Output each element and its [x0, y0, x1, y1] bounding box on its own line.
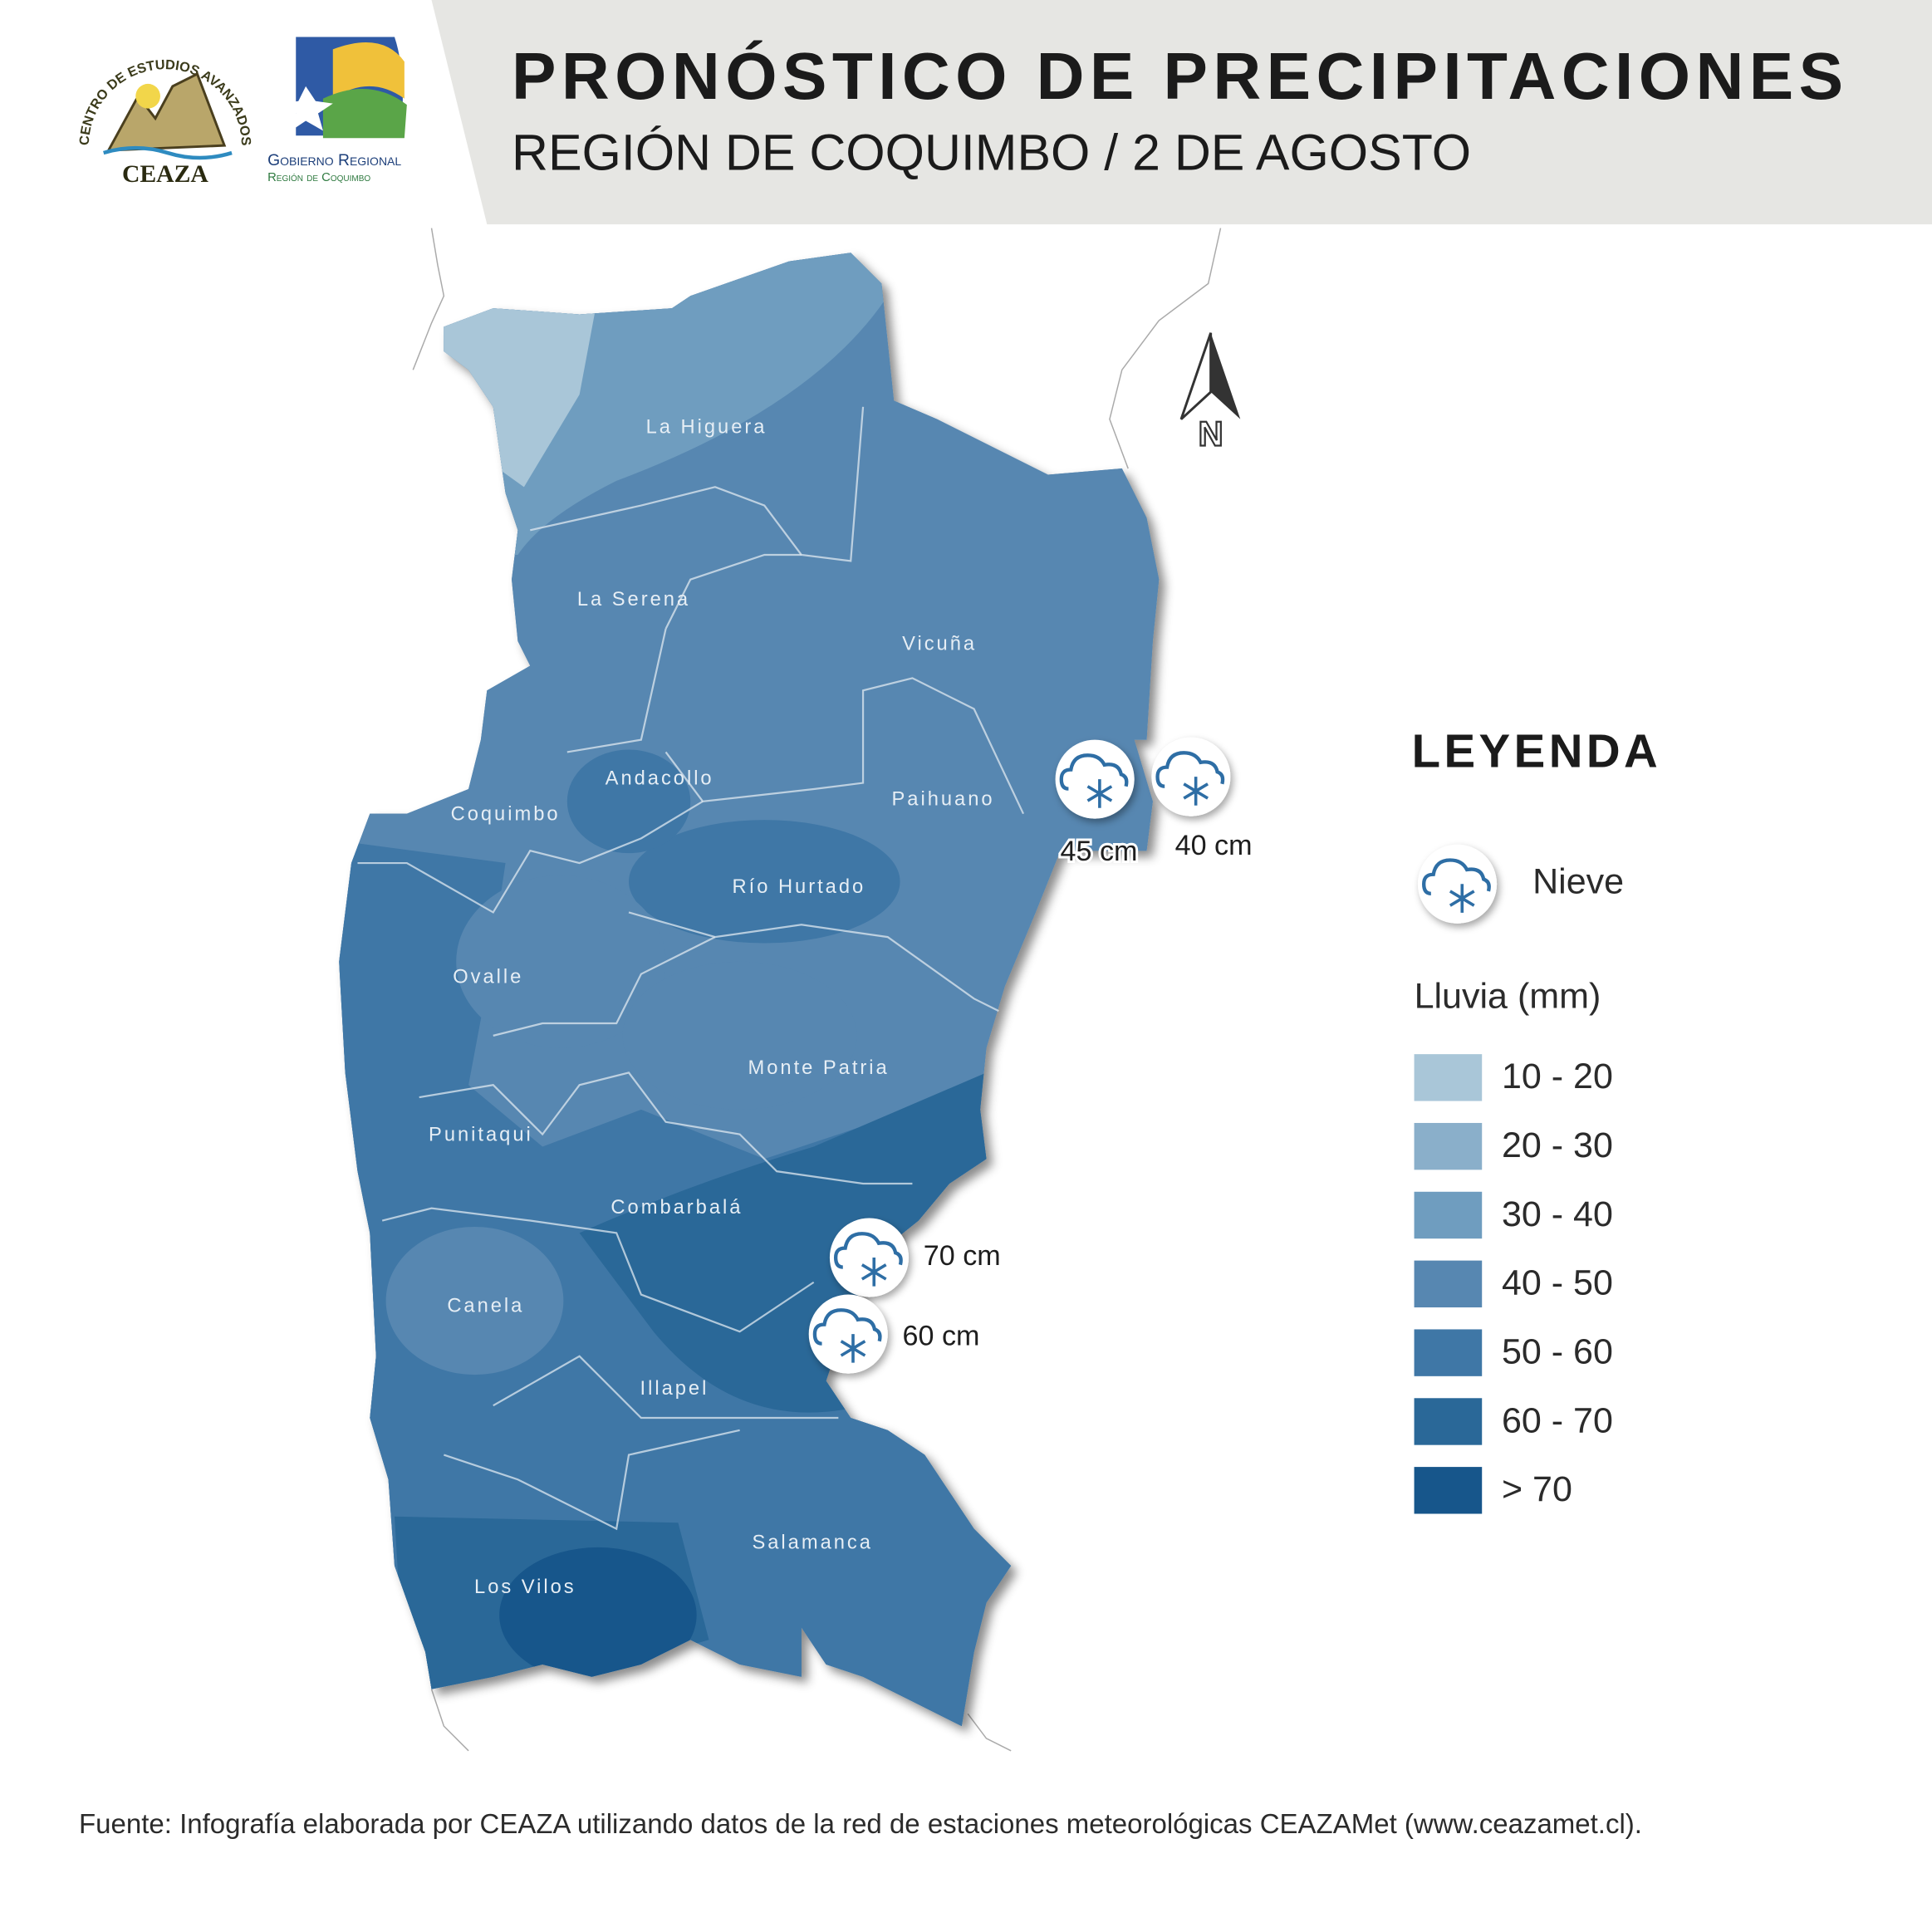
snow-amount: 60 cm — [903, 1321, 980, 1352]
snow-amount: 45 cm — [1061, 836, 1138, 867]
gob-star — [281, 86, 333, 131]
border — [493, 936, 716, 1037]
legend-swatch — [1414, 1054, 1483, 1101]
commune-borders — [357, 406, 1025, 1531]
title: PRONÓSTICO DE PRECIPITACIONES — [512, 38, 1843, 113]
coast-north — [412, 228, 445, 370]
ceaza-name: CEAZA — [122, 161, 208, 188]
commune-label: Salamanca — [752, 1532, 872, 1554]
border-north — [1109, 228, 1222, 469]
subtitle: REGIÓN DE COQUIMBO / 2 DE AGOSTO — [512, 125, 1471, 181]
legend-swatch — [1414, 1467, 1483, 1514]
border — [444, 1429, 740, 1531]
north-arrow-right — [1210, 332, 1241, 419]
commune-label: Andacollo — [606, 767, 714, 789]
border — [566, 628, 667, 753]
commune-label: La Higuera — [646, 416, 767, 438]
north-arrow-left — [1179, 332, 1213, 420]
footer: Fuente: Infografía elaborada por CEAZA u… — [79, 1808, 1642, 1839]
legend-label: 30 - 40 — [1502, 1194, 1613, 1234]
commune-label: Punitaqui — [429, 1124, 533, 1145]
legend-label: 40 - 50 — [1502, 1263, 1613, 1303]
precip-zone — [622, 961, 857, 1110]
commune-label: Illapel — [640, 1378, 709, 1400]
snow-icon — [1056, 740, 1135, 819]
gobierno-logo: Gobierno Regional Región de Coquimbo — [267, 37, 407, 184]
snow-amount: 70 cm — [924, 1240, 1001, 1272]
gob-line1: Gobierno Regional — [267, 152, 401, 169]
commune-label: Los Vilos — [474, 1576, 576, 1598]
snow-icon — [809, 1295, 888, 1374]
ceaza-sun — [135, 83, 160, 109]
legend-rain-title: Lluvia (mm) — [1415, 977, 1601, 1017]
legend-swatch — [1414, 1191, 1483, 1239]
snow-markers: 45 cm 40 cm 70 cm 60 cm — [809, 738, 1253, 1374]
precip-zone — [419, 283, 598, 488]
legend-label: 10 - 20 — [1502, 1057, 1613, 1096]
legend-snow-label: Nieve — [1532, 862, 1624, 902]
commune-label: Ovalle — [453, 966, 523, 988]
legend-label: 60 - 70 — [1502, 1400, 1613, 1440]
legend-title: LEYENDA — [1412, 724, 1662, 777]
north-arrow: N — [1179, 332, 1241, 454]
snow-amount: 40 cm — [1175, 830, 1253, 861]
legend-swatch — [1414, 1398, 1483, 1445]
border — [530, 406, 865, 562]
border — [357, 800, 704, 914]
precip-zone — [385, 1226, 564, 1375]
header-band — [431, 0, 1932, 225]
precip-zone — [566, 749, 691, 854]
commune-label: Río Hurtado — [733, 876, 866, 898]
border — [628, 911, 999, 1013]
border-south — [967, 1713, 1012, 1752]
commune-label: Coquimbo — [451, 803, 561, 825]
commune-labels: La Higuera La Serena Vicuña Andacollo Paihua… — [429, 416, 995, 1598]
border — [381, 1207, 815, 1333]
legend-label: 20 - 30 — [1502, 1125, 1613, 1165]
coast-south — [430, 1689, 469, 1752]
border — [664, 677, 1025, 815]
commune-label: Canela — [447, 1296, 524, 1317]
legend-swatch — [1414, 1260, 1483, 1308]
context-lines — [412, 228, 1222, 1752]
precip-zone — [629, 820, 900, 944]
legend-swatch — [1414, 1329, 1483, 1376]
legend-snow-icon — [1418, 845, 1497, 924]
gob-line2: Región de Coquimbo — [267, 171, 370, 184]
precip-zone — [499, 1547, 697, 1684]
commune-label: Combarbalá — [610, 1197, 743, 1219]
border — [664, 553, 802, 630]
commune-label: La Serena — [577, 589, 690, 610]
legend-swatch — [1414, 1122, 1483, 1170]
snow-icon — [1151, 738, 1230, 816]
commune-label: Monte Patria — [748, 1057, 890, 1079]
legend: LEYENDA Nieve Lluvia (mm) 10 - 20 20 - 30… — [1412, 724, 1662, 1514]
ceaza-water — [103, 145, 233, 160]
border — [419, 1071, 913, 1185]
commune-label: Vicuña — [902, 634, 977, 655]
legend-label: > 70 — [1502, 1469, 1572, 1509]
gob-shape-green — [322, 89, 407, 139]
gob-shape-yellow — [332, 42, 405, 99]
ceaza-logo: CENTRO DE ESTUDIOS AVANZADOS EN ZONAS ÁR… — [0, 0, 253, 188]
commune-label: Paihuano — [892, 789, 995, 811]
snow-icon — [830, 1219, 909, 1297]
precip-zone — [456, 875, 666, 1048]
north-label: N — [1199, 414, 1223, 453]
border — [493, 1355, 839, 1420]
legend-label: 50 - 60 — [1502, 1332, 1613, 1372]
